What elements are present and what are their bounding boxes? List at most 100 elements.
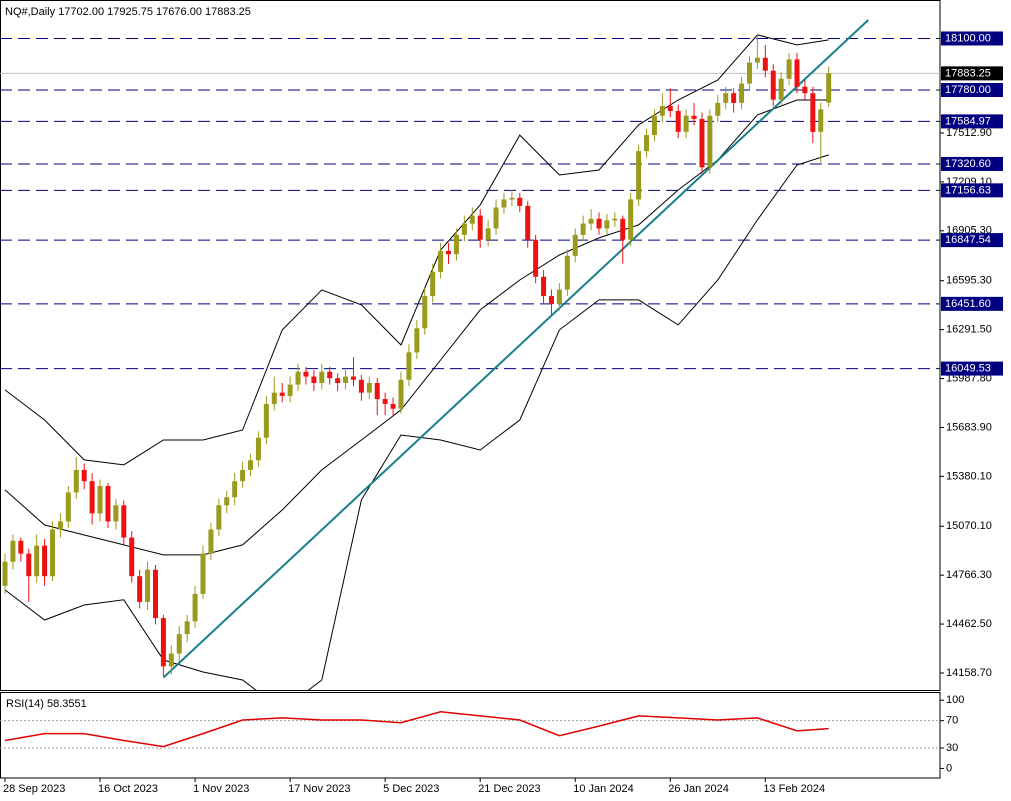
candle-body [271,392,277,404]
candle-body [707,115,713,168]
candle-body [461,223,467,235]
x-tick-label: 1 Nov 2023 [193,783,249,795]
candle-body [501,199,507,208]
x-tick-label: 17 Nov 2023 [288,783,350,795]
candle-body [176,634,182,654]
candle-body [216,505,222,530]
candle-body [651,115,657,136]
candle-body [517,197,523,206]
axes: 17512.9017209.1016905.3016595.3016291.50… [3,31,1003,795]
candle-body [802,86,808,94]
candle-body [596,218,602,229]
x-tick-label: 28 Sep 2023 [3,783,65,795]
rsi-plot [0,711,940,749]
candle-body [350,376,356,380]
candle-body [414,328,420,353]
y-tick-label: 15380.10 [946,470,992,482]
rsi-tick-label: 70 [946,715,958,727]
candle-body [644,135,650,152]
candle-body [493,207,499,229]
candle-body [34,545,40,577]
candle-body [113,505,119,522]
candle-body [438,250,444,272]
level-label: 16451.60 [945,298,991,310]
level-label-box [941,156,1003,171]
candle-body [398,379,404,409]
level-label: 17584.97 [945,115,991,127]
candle-body [97,486,103,514]
candle-body [723,93,729,103]
candle-body [248,460,254,470]
candle-body [628,199,634,240]
rsi-panel [0,692,941,779]
candle-body [659,106,665,116]
candle-body [295,371,301,385]
main-plot [0,19,940,690]
candle-body [406,352,412,380]
candle-body [382,399,388,404]
candle-body [762,57,768,71]
band-upper [4,34,829,466]
candle-body [731,93,737,103]
y-tick-label: 17512.90 [946,127,992,139]
candle-body [541,276,547,297]
candle-body [525,205,531,240]
candle-body [263,403,269,438]
x-tick-label: 10 Jan 2024 [573,783,634,795]
candle-body [335,378,341,383]
candle-body [224,497,230,506]
candle-body [778,78,784,100]
candle-body [42,545,48,577]
candle-body [826,73,832,103]
candle-body [533,239,539,277]
candle-body [390,403,396,409]
candle-body [358,379,364,393]
candle-body [184,621,190,635]
level-label: 17320.60 [945,158,991,170]
candle-body [374,382,380,400]
chart-title: NQ#,Daily 17702.00 17925.75 17676.00 178… [5,6,251,18]
candle-body [588,218,594,224]
x-tick-label: 13 Feb 2024 [763,783,825,795]
y-tick-label: 15070.10 [946,520,992,532]
x-tick-label: 16 Oct 2023 [98,783,158,795]
candle-body [57,521,63,530]
candle-body [612,218,618,221]
candle-body [667,106,673,111]
candle-body [786,59,792,79]
candle-body [2,561,8,586]
candle-body [422,296,428,329]
y-tick-label: 14158.70 [946,667,992,679]
candle-body [746,62,752,84]
candle-body [739,83,745,103]
y-tick-label: 16291.50 [946,324,992,336]
level-label: 17156.63 [945,184,991,196]
candle-body [73,469,79,493]
candle-body [65,492,71,522]
candle-body [240,469,246,482]
x-tick-label: 26 Jan 2024 [668,783,729,795]
candle-body [446,250,452,255]
rsi-tick-label: 100 [946,694,964,706]
candle-body [160,618,166,667]
candle-body [208,529,214,554]
candle-body [192,593,198,622]
candle-body [279,392,285,396]
candle-body [137,576,143,602]
candle-body [810,93,816,132]
candle-body [485,228,491,240]
candle-body [303,371,309,377]
candle-body [794,59,800,87]
candle-body [50,529,56,577]
candle-body [469,215,475,224]
level-label: 16847.54 [945,234,991,246]
candle-body [81,469,87,482]
candle-body [636,151,642,200]
rsi-line [4,711,829,748]
level-label: 16049.53 [945,362,991,374]
candle-body [699,118,705,168]
candle-body [580,223,586,235]
candle-body [509,197,515,200]
